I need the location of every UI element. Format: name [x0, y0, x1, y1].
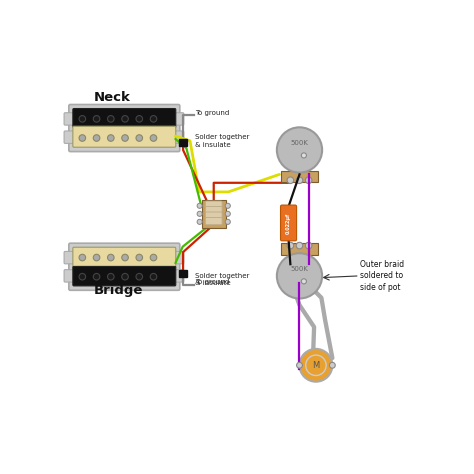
Circle shape [287, 177, 294, 183]
FancyBboxPatch shape [205, 201, 222, 209]
Circle shape [150, 116, 157, 122]
Circle shape [108, 254, 114, 261]
Text: Solder together
& insulate: Solder together & insulate [195, 134, 250, 147]
FancyBboxPatch shape [73, 126, 176, 147]
Circle shape [329, 362, 335, 368]
FancyBboxPatch shape [174, 251, 184, 264]
Circle shape [79, 116, 86, 122]
Text: 0.022µf: 0.022µf [286, 212, 291, 234]
Circle shape [108, 135, 114, 141]
Circle shape [297, 362, 302, 368]
Circle shape [225, 211, 230, 216]
Circle shape [108, 273, 114, 280]
Circle shape [197, 219, 202, 224]
Circle shape [150, 273, 157, 280]
FancyBboxPatch shape [64, 251, 73, 264]
FancyBboxPatch shape [205, 212, 222, 219]
FancyBboxPatch shape [69, 243, 180, 290]
Circle shape [122, 116, 128, 122]
Circle shape [93, 135, 100, 141]
Circle shape [306, 355, 326, 375]
Bar [179, 270, 187, 277]
FancyBboxPatch shape [205, 207, 222, 214]
Circle shape [122, 135, 128, 141]
Circle shape [277, 253, 322, 299]
Circle shape [79, 273, 86, 280]
Text: 500K: 500K [291, 266, 309, 272]
Circle shape [79, 135, 86, 141]
Circle shape [122, 254, 128, 261]
Text: 500K: 500K [291, 140, 309, 146]
Circle shape [296, 242, 303, 249]
FancyBboxPatch shape [73, 247, 176, 268]
Circle shape [93, 254, 100, 261]
FancyBboxPatch shape [174, 113, 184, 125]
Circle shape [301, 153, 306, 158]
Bar [281, 171, 318, 182]
Circle shape [305, 177, 312, 183]
Circle shape [225, 219, 230, 224]
Text: Solder together
& insulate: Solder together & insulate [195, 273, 250, 286]
Circle shape [108, 116, 114, 122]
Circle shape [122, 273, 128, 280]
Text: To ground: To ground [195, 109, 230, 116]
Circle shape [136, 254, 143, 261]
FancyBboxPatch shape [69, 104, 180, 152]
FancyBboxPatch shape [64, 270, 73, 282]
Circle shape [225, 203, 230, 209]
Circle shape [79, 254, 86, 261]
Text: M: M [312, 361, 319, 370]
Text: Bridge: Bridge [93, 284, 143, 297]
Circle shape [136, 273, 143, 280]
FancyBboxPatch shape [174, 270, 184, 282]
Circle shape [150, 254, 157, 261]
Circle shape [287, 242, 294, 249]
FancyBboxPatch shape [64, 113, 73, 125]
Text: Neck: Neck [93, 91, 130, 104]
Text: To ground: To ground [195, 280, 230, 285]
Circle shape [197, 203, 202, 209]
FancyBboxPatch shape [174, 131, 184, 143]
FancyBboxPatch shape [73, 109, 176, 128]
Circle shape [300, 349, 332, 382]
FancyBboxPatch shape [205, 218, 222, 225]
Bar [202, 200, 226, 228]
FancyBboxPatch shape [281, 205, 297, 241]
Circle shape [93, 116, 100, 122]
FancyBboxPatch shape [64, 131, 73, 143]
Circle shape [197, 211, 202, 216]
Circle shape [136, 116, 143, 122]
Circle shape [93, 273, 100, 280]
Circle shape [150, 135, 157, 141]
Circle shape [301, 279, 306, 284]
Circle shape [296, 177, 303, 183]
Circle shape [277, 128, 322, 173]
Bar [281, 243, 318, 255]
Bar [179, 139, 187, 146]
Circle shape [305, 242, 312, 249]
Text: Outer braid
soldered to
side of pot: Outer braid soldered to side of pot [360, 260, 404, 292]
FancyBboxPatch shape [73, 266, 176, 286]
Circle shape [136, 135, 143, 141]
